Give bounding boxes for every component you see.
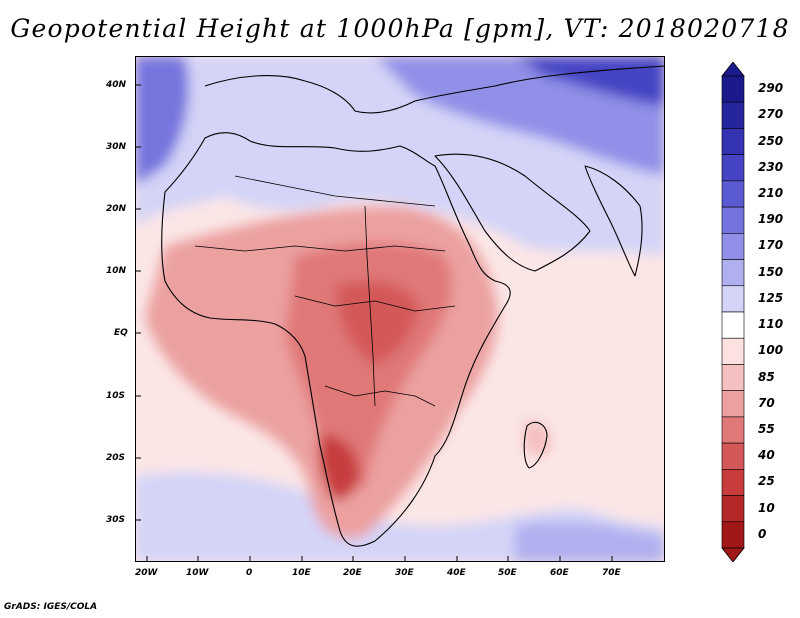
lon-label-70e: 70E [602, 568, 621, 578]
colorbar-swatch [721, 128, 745, 155]
lon-label-20w: 20W [135, 568, 158, 578]
lon-label-40e: 40E [447, 568, 466, 578]
colorbar-label: 270 [758, 107, 784, 122]
colorbar-swatch [721, 206, 745, 234]
coastline-arabia [434, 153, 591, 272]
border-south [324, 385, 436, 407]
colorbar-label: 25 [758, 474, 775, 489]
colorbar-label: 85 [758, 369, 775, 384]
colorbar-swatch [721, 154, 745, 182]
colorbar-swatch [721, 416, 745, 444]
lon-label-0: 0 [246, 568, 253, 578]
coastline-africa [161, 132, 511, 547]
colorbar-label: 190 [758, 212, 784, 227]
colorbar-swatch [721, 521, 745, 549]
colorbar-scale [721, 62, 745, 562]
lat-label-10n: 10N [106, 266, 127, 276]
colorbar-label: 210 [758, 186, 784, 200]
coastline-india [584, 165, 643, 277]
colorbar-bottom-arrow [721, 547, 745, 562]
border-north-south [364, 205, 376, 407]
lon-label-20e: 20E [343, 568, 362, 578]
map-border [135, 56, 665, 562]
map-title: Geopotential Height at 1000hPa [gpm], VT… [10, 14, 790, 43]
colorbar-label: 230 [758, 159, 784, 174]
coastline-madagascar [523, 421, 548, 469]
colorbar-top-arrow [721, 62, 745, 77]
lat-label-40n: 40N [106, 80, 127, 90]
colorbar-swatch [721, 337, 745, 365]
colorbar-swatch [721, 285, 745, 313]
colorbar-label: 290 [758, 81, 784, 96]
colorbar-label: 150 [758, 264, 784, 279]
colorbar-label: 70 [758, 395, 775, 410]
colorbar-swatch [721, 259, 745, 287]
colorbar-label: 10 [758, 500, 775, 515]
colorbar-label: 40 [758, 448, 775, 463]
colorbar: 290 270 250 230 210 190 170 150 125 110 100 85 70 55 4… [718, 62, 798, 562]
lat-label-10s: 10S [106, 391, 126, 401]
lat-label-20n: 20N [106, 204, 127, 214]
border-sahara [234, 175, 436, 207]
colorbar-swatch [721, 311, 745, 339]
colorbar-swatch [721, 180, 745, 208]
colorbar-swatch [721, 233, 745, 260]
lat-label-30n: 30N [106, 142, 127, 152]
lon-label-30e: 30E [395, 568, 414, 578]
lat-label-20s: 20S [106, 453, 126, 463]
colorbar-label: 170 [758, 238, 784, 253]
colorbar-swatch [721, 390, 745, 418]
map-panel [135, 56, 665, 562]
field-high-southeast [515, 521, 665, 562]
colorbar-swatch [721, 442, 745, 470]
colorbar-label: 100 [758, 343, 784, 358]
border-sahel [194, 245, 446, 252]
coastline-europe [204, 65, 665, 114]
colorbar-swatch [721, 75, 745, 103]
colorbar-label: 125 [758, 290, 784, 305]
colorbar-label: 0 [758, 526, 767, 541]
lon-label-60e: 60E [550, 568, 569, 578]
colorbar-label: 55 [758, 422, 775, 436]
colorbar-swatch [721, 364, 745, 391]
credit-label: GrADS: IGES/COLA [4, 602, 98, 612]
field-high-west [135, 56, 189, 186]
colorbar-swatch [721, 101, 745, 129]
lat-label-30s: 30S [106, 515, 126, 525]
field-low-core [335, 281, 420, 366]
lon-label-50e: 50E [498, 568, 517, 578]
lon-label-10e: 10E [292, 568, 311, 578]
lon-label-10w: 10W [186, 568, 209, 578]
colorbar-swatch [721, 469, 745, 496]
colorbar-label: 250 [758, 133, 784, 148]
colorbar-swatch [721, 495, 745, 523]
colorbar-label: 110 [758, 317, 784, 332]
border-central [294, 295, 456, 312]
lat-label-eq: EQ [114, 328, 128, 338]
